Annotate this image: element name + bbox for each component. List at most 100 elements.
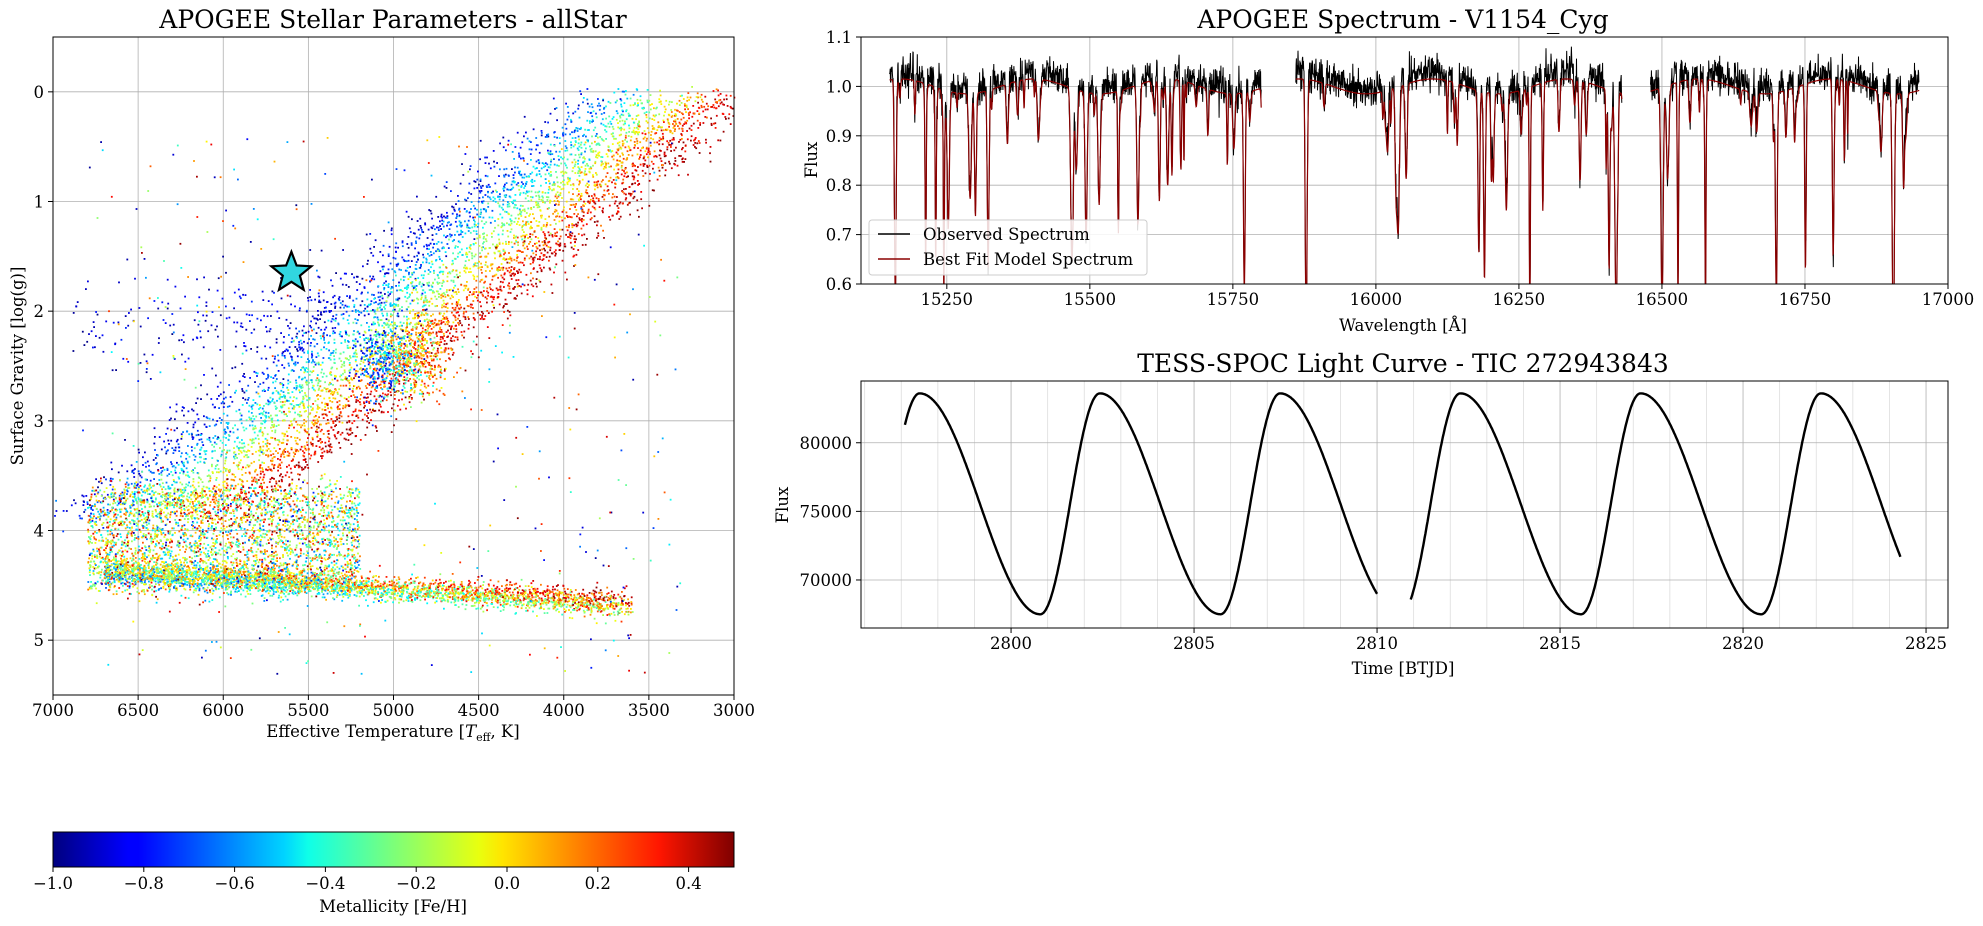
kiel-star-point: [314, 419, 317, 422]
kiel-star-point: [260, 422, 263, 425]
kiel-star-point: [570, 204, 573, 206]
kiel-star-point: [324, 406, 326, 408]
kiel-star-point: [267, 375, 270, 377]
kiel-star-point: [370, 411, 373, 414]
kiel-star-point: [325, 310, 328, 313]
kiel-star-point: [393, 366, 395, 368]
kiel-star-point: [635, 130, 637, 133]
kiel-star-point: [220, 455, 222, 458]
kiel-star-point: [665, 99, 668, 102]
kiel-star-point: [546, 169, 549, 172]
kiel-star-point: [491, 289, 494, 292]
kiel-star-point: [212, 437, 215, 439]
kiel-star-point: [513, 158, 515, 160]
kiel-star-point: [359, 380, 362, 382]
kiel-star-point: [235, 464, 238, 467]
kiel-star-point: [556, 136, 558, 139]
kiel-star-point: [620, 166, 623, 169]
kiel-star-point: [371, 385, 374, 388]
kiel-star-point: [574, 110, 577, 113]
kiel-star-point: [348, 314, 351, 317]
kiel-star-point: [133, 495, 136, 497]
kiel-star-point: [554, 249, 557, 252]
kiel-star-point: [406, 308, 408, 311]
kiel-star-point: [302, 366, 305, 369]
kiel-star-point: [330, 392, 332, 395]
kiel-star-point: [194, 500, 196, 502]
kiel-star-point: [389, 287, 392, 290]
kiel-star-point: [361, 391, 363, 394]
kiel-star-point: [280, 411, 283, 414]
kiel-star-point: [437, 277, 440, 279]
kiel-star-point: [175, 481, 178, 484]
kiel-star-point: [464, 232, 467, 235]
kiel-star-point: [148, 469, 151, 472]
kiel-star-point: [296, 355, 299, 358]
kiel-star-point: [306, 444, 309, 446]
kiel-star-point: [642, 146, 644, 149]
kiel-star-point: [146, 478, 148, 481]
kiel-star-point: [124, 439, 126, 441]
kiel-star-point: [625, 90, 627, 92]
kiel-star-point: [213, 495, 216, 498]
kiel-star-point: [244, 466, 247, 469]
kiel-star-point: [174, 469, 176, 472]
kiel-star-point: [286, 386, 289, 389]
kiel-star-point: [321, 408, 324, 411]
kiel-star-point: [373, 334, 376, 337]
kiel-star-point: [663, 105, 666, 108]
kiel-star-point: [480, 268, 483, 271]
kiel-star-point: [306, 309, 308, 312]
kiel-star-point: [430, 260, 433, 263]
kiel-star-point: [296, 429, 299, 432]
kiel-star-point: [294, 364, 297, 367]
kiel-star-point: [602, 99, 604, 102]
kiel-star-point: [573, 254, 576, 257]
kiel-star-point: [126, 470, 129, 473]
kiel-star-point: [181, 515, 184, 518]
kiel-star-point: [424, 365, 427, 368]
kiel-star-point: [685, 111, 687, 113]
kiel-star-point: [298, 431, 301, 434]
kiel-star-point: [535, 144, 538, 147]
kiel-star-point: [378, 349, 381, 352]
kiel-star-point: [513, 221, 516, 223]
kiel-star-point: [502, 306, 505, 309]
kiel-star-point: [484, 296, 487, 299]
kiel-star-point: [391, 304, 394, 306]
kiel-star-point: [251, 420, 254, 423]
kiel-star-point: [471, 293, 474, 296]
kiel-star-point: [494, 197, 496, 200]
kiel-star-point: [458, 233, 460, 236]
kiel-star-point: [355, 370, 357, 372]
kiel-star-point: [283, 449, 285, 452]
kiel-star-point: [535, 278, 538, 280]
kiel-star-point: [527, 237, 529, 239]
kiel-star-point: [569, 234, 572, 236]
kiel-star-point: [346, 295, 348, 297]
kiel-star-point: [451, 240, 454, 243]
kiel-star-point: [102, 514, 105, 517]
kiel-star-point: [427, 347, 429, 350]
kiel-star-point: [525, 233, 528, 236]
kiel-star-point: [458, 214, 461, 217]
kiel-star-point: [516, 294, 518, 297]
kiel-star-point: [106, 493, 109, 496]
kiel-star-point: [415, 242, 417, 244]
kiel-star-point: [620, 133, 622, 136]
kiel-star-point: [206, 393, 209, 396]
kiel-star-point: [556, 181, 559, 184]
kiel-star-point: [210, 398, 213, 400]
kiel-star-point: [653, 107, 655, 110]
kiel-star-point: [336, 379, 339, 382]
kiel-star-point: [355, 311, 357, 313]
kiel-star-point: [177, 463, 180, 466]
kiel-star-point: [464, 369, 467, 372]
kiel-star-point: [224, 457, 227, 460]
kiel-star-point: [579, 181, 581, 184]
kiel-star-point: [338, 296, 341, 298]
kiel-star-point: [641, 147, 643, 149]
kiel-star-point: [479, 139, 482, 142]
kiel-star-point: [424, 223, 427, 226]
kiel-star-point: [219, 447, 221, 449]
